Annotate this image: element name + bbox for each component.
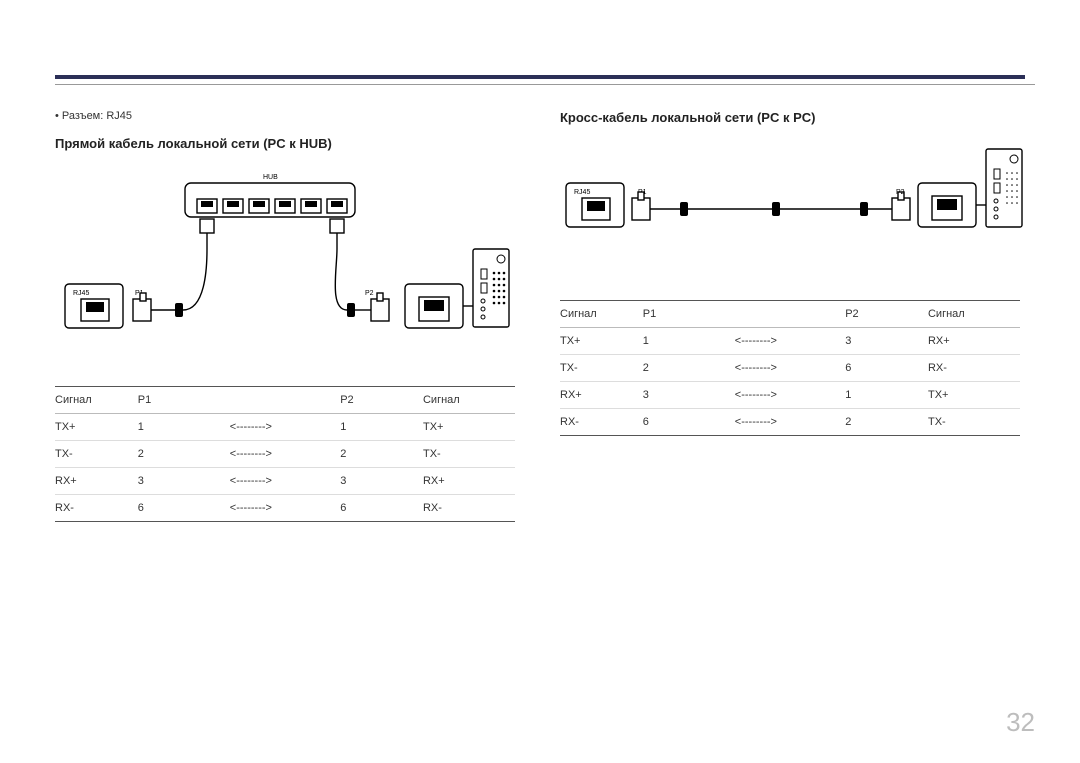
rj45-label-r: RJ45 xyxy=(574,189,590,196)
left-section-title: Прямой кабель локальной сети (PC к HUB) xyxy=(55,136,530,151)
right-section-title: Кросс-кабель локальной сети (PC к PC) xyxy=(560,110,1035,125)
table-row: TX-2<-------->2TX- xyxy=(55,441,515,468)
connector-bullet: Разъем: RJ45 xyxy=(55,110,530,122)
p2-label-box: P2 xyxy=(365,290,374,297)
th xyxy=(230,387,340,414)
p2-label-r: P2 xyxy=(896,189,905,196)
th xyxy=(735,301,845,328)
hub-label: HUB xyxy=(263,174,278,181)
th: P2 xyxy=(340,387,423,414)
table-row: RX-6<-------->2TX- xyxy=(560,409,1020,436)
th: P2 xyxy=(845,301,928,328)
page-number: 32 xyxy=(1006,707,1035,738)
table-row: TX-2<-------->6RX- xyxy=(560,355,1020,382)
th: Сигнал xyxy=(560,301,643,328)
th: Сигнал xyxy=(928,301,1020,328)
th: P1 xyxy=(643,301,735,328)
rj45-label: RJ45 xyxy=(73,290,89,297)
header-rule-thin xyxy=(55,84,1035,85)
table-row: TX+1<-------->1TX+ xyxy=(55,414,515,441)
left-column: Разъем: RJ45 Прямой кабель локальной сет… xyxy=(55,110,530,522)
right-pinout-table: Сигнал P1 P2 Сигнал TX+1<-------->3RX+ T… xyxy=(560,300,1020,436)
th: Сигнал xyxy=(423,387,515,414)
right-column: Кросс-кабель локальной сети (PC к PC) RJ… xyxy=(560,110,1035,522)
th: Сигнал xyxy=(55,387,138,414)
header-rule-thick xyxy=(55,75,1025,79)
table-row: TX+1<-------->3RX+ xyxy=(560,328,1020,355)
left-pinout-table: Сигнал P1 P2 Сигнал TX+1<-------->1TX+ T… xyxy=(55,386,515,522)
table-row: RX+3<-------->3RX+ xyxy=(55,468,515,495)
th: P1 xyxy=(138,387,230,414)
table-row: RX+3<-------->1TX+ xyxy=(560,382,1020,409)
diagram-pc-to-pc: RJ45 P1 P2 xyxy=(560,143,1020,278)
table-row: RX-6<-------->6RX- xyxy=(55,495,515,522)
page-content: Разъем: RJ45 Прямой кабель локальной сет… xyxy=(55,110,1035,522)
diagram-pc-to-hub: HUB P2 P1 RJ45 P1 xyxy=(55,169,515,364)
